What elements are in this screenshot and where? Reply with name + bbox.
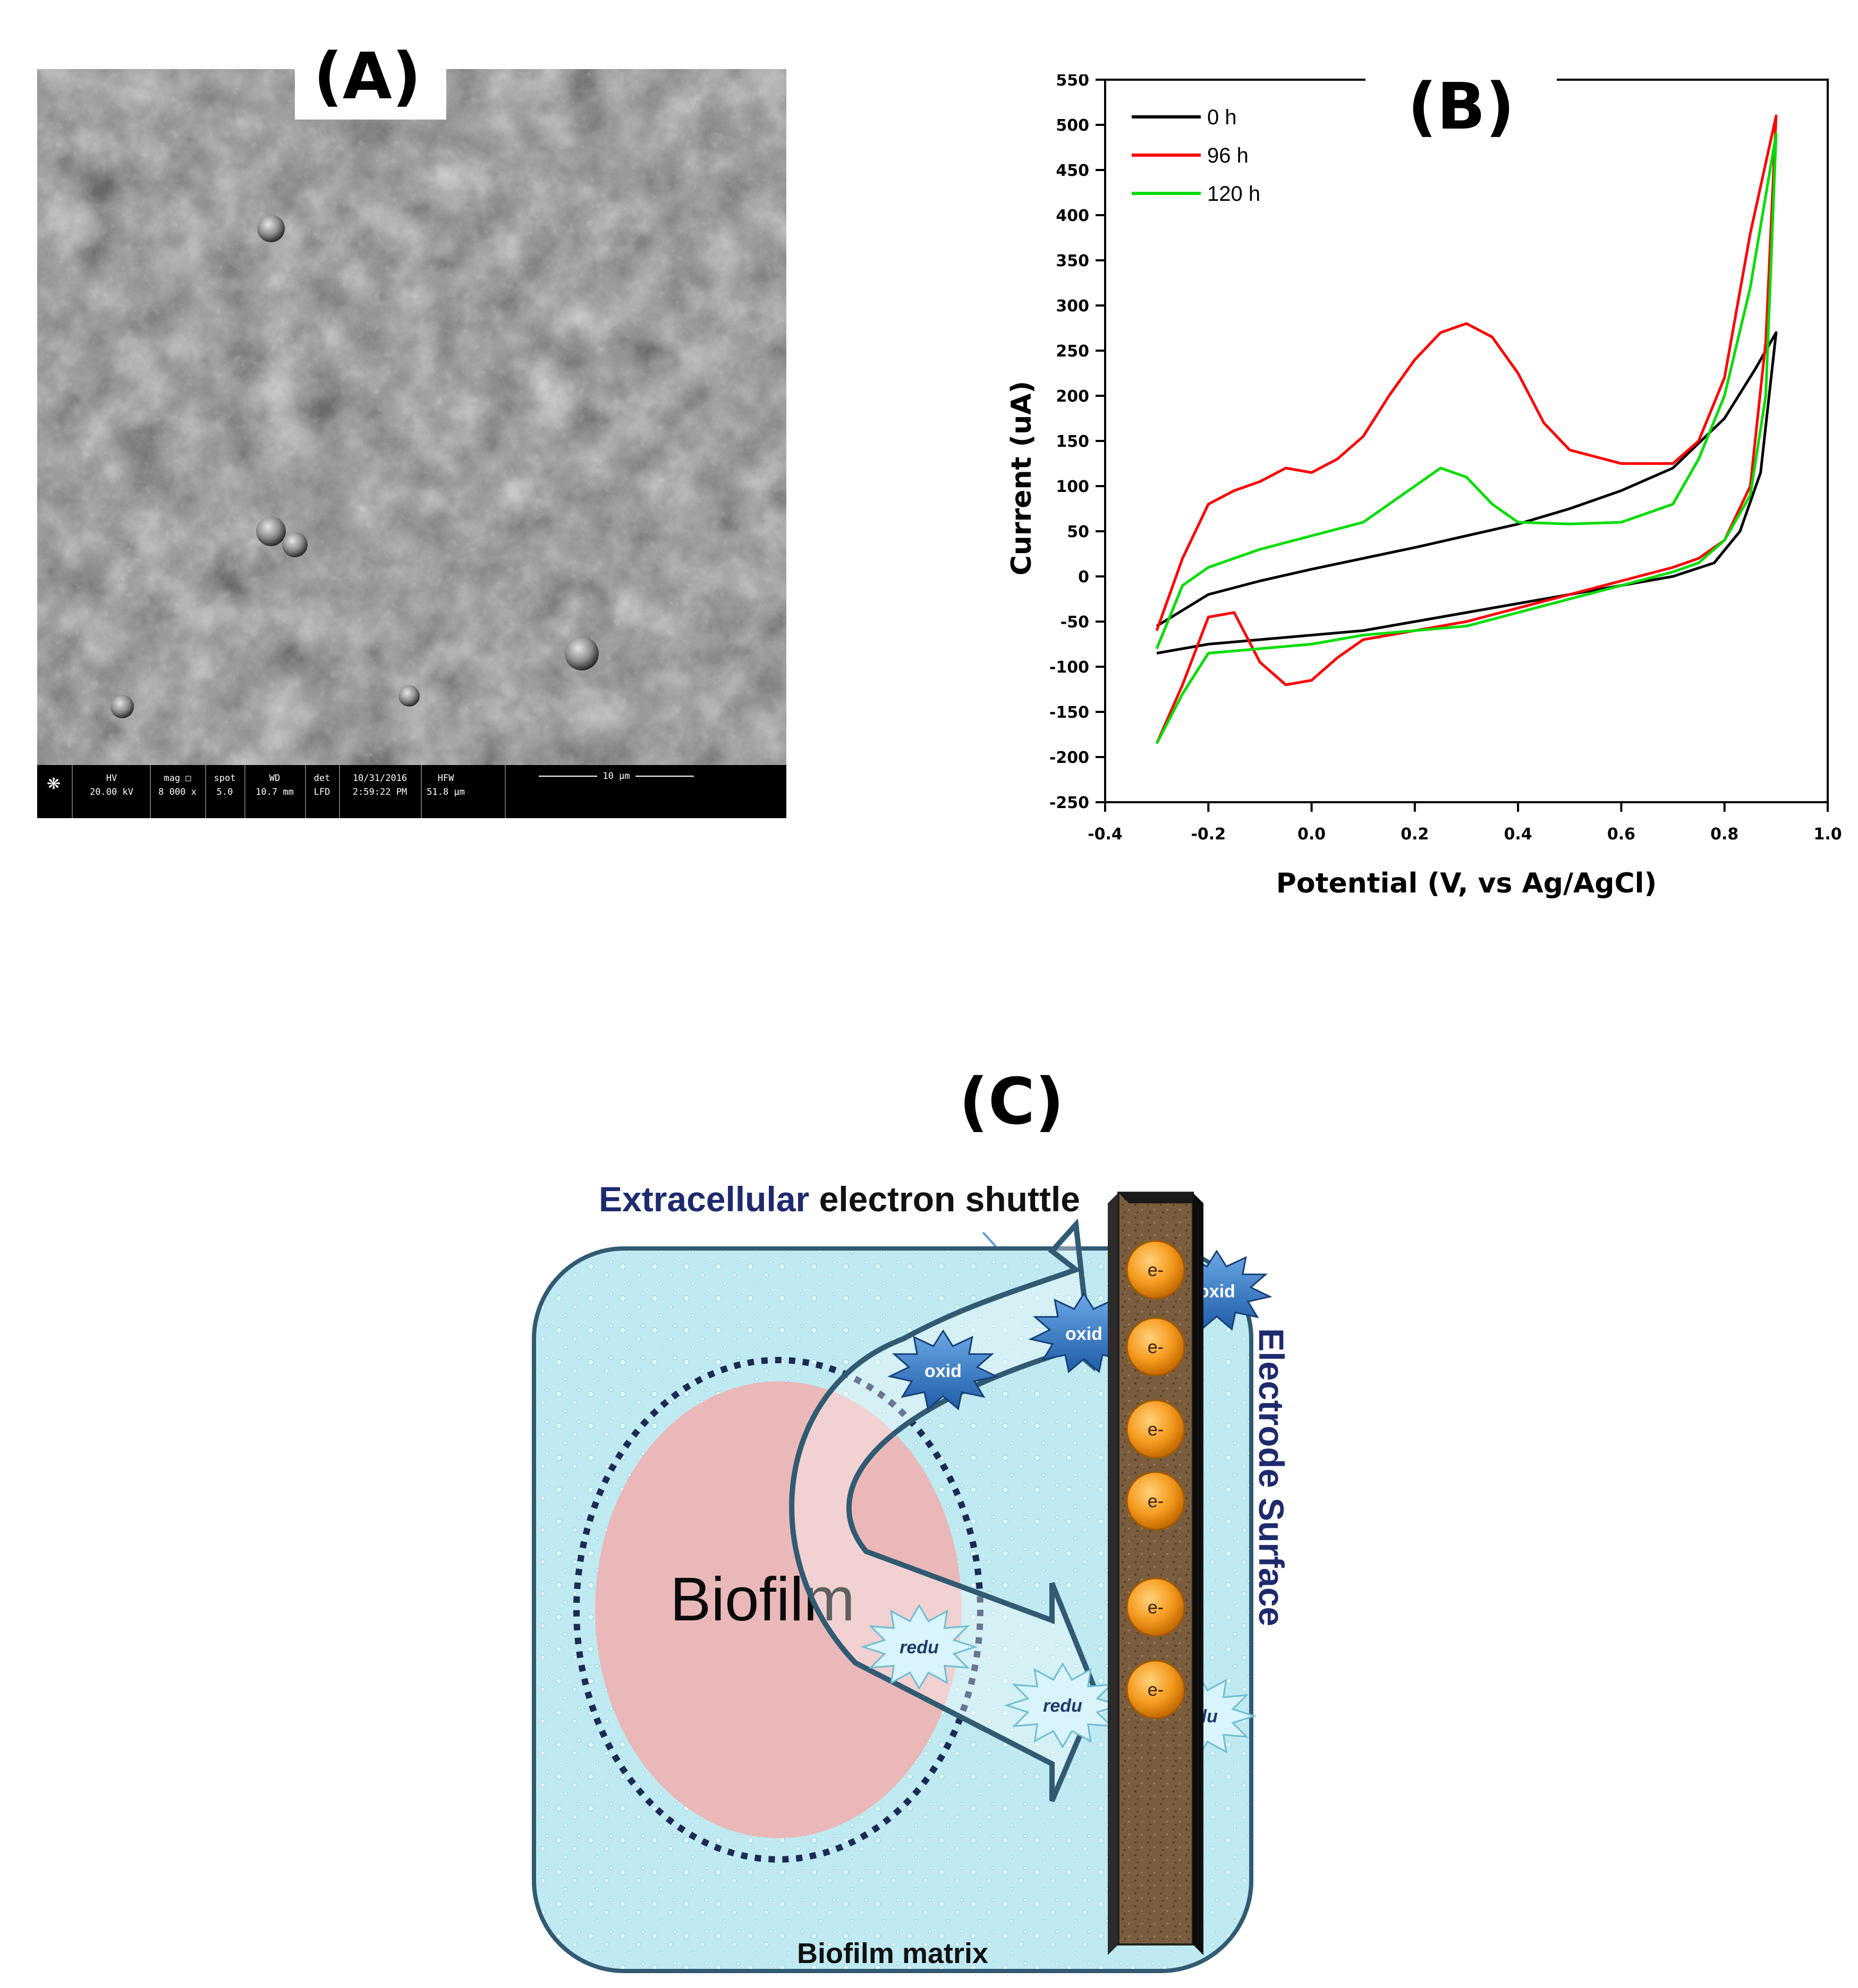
shuttle-diagram: Extracellular electron shuttle Biofilm o… [532,1179,1291,1973]
biofilm-cell [595,1381,962,1838]
x-tick-label: 0.8 [1710,825,1738,844]
sem-texture [37,69,786,818]
sem-hfw: HFW 51.8 μm [427,773,465,797]
oxid-label: oxid [1198,1281,1235,1302]
shuttle-title-highlight: Extracellular [599,1179,809,1219]
sem-particle [398,685,420,707]
legend-label: 0 h [1207,106,1237,129]
sem-info-bar: ❋ HV 20.00 kV mag □ 8 000 x spot 5.0 WD 10.7… [37,765,786,818]
redu-molecule [860,1604,978,1690]
electron-label: e- [1148,1680,1164,1700]
panel-a-label: (A) [313,40,421,114]
y-tick-label: 50 [1067,523,1089,541]
y-tick-label: 500 [1056,116,1089,135]
y-tick-label: 150 [1056,432,1089,451]
y-tick-label: -200 [1049,749,1089,767]
y-tick-label: 350 [1056,252,1089,270]
y-tick-label: 450 [1056,162,1089,180]
x-tick-label: 0.2 [1401,825,1429,844]
sem-particle [257,215,285,242]
x-tick-label: 1.0 [1813,825,1842,844]
electron-label: e- [1148,1491,1164,1511]
panel-b-label: (B) [1407,74,1514,144]
sem-mag: mag □ 8 000 x [158,773,197,797]
shuttle-title: Extracellular electron shuttle [599,1179,1080,1219]
x-tick-label: 0.0 [1297,825,1326,844]
electron-label: e- [1148,1337,1164,1357]
electron-label: e- [1148,1420,1164,1440]
y-tick-label: 550 [1056,74,1089,90]
redu-label: redu [1043,1696,1082,1716]
x-tick-label: -0.4 [1088,825,1123,844]
electron [1126,1577,1185,1637]
sem-hv: HV 20.00 kV [90,773,133,797]
legend-label: 96 h [1207,144,1249,167]
y-tick-label: -150 [1049,703,1089,722]
sem-particle [565,636,599,670]
electron-label: e- [1148,1598,1164,1618]
sem-datetime: 10/31/2016 2:59:22 PM [352,773,408,797]
panel-a-label-background [295,37,446,120]
y-tick-label: -50 [1060,613,1089,632]
y-axis-label: Current (uA) [1006,381,1038,576]
panel-b-label-background [1365,74,1557,143]
sem-spot: spot 5.0 [214,773,236,797]
electrode [1108,1192,1203,1955]
y-tick-label: 300 [1056,297,1089,316]
legend-label: 120 h [1207,182,1260,206]
y-tick-label: 200 [1056,387,1089,406]
cell-boundary [573,1357,983,1863]
shuttle-cycle-arrow [789,1218,1100,1802]
redu-label: redu [900,1637,939,1658]
electron [1126,1399,1185,1459]
electron [1126,1471,1185,1531]
sem-particle [256,516,286,546]
y-tick-label: 100 [1056,478,1089,496]
y-tick-label: 0 [1078,568,1089,587]
x-tick-label: 0.6 [1607,825,1635,844]
shuttle-title-rest: electron shuttle [809,1179,1080,1219]
y-tick-label: 250 [1056,342,1089,361]
sem-particle [111,695,134,718]
electron-label: e- [1148,1260,1164,1280]
series-line-120h [1155,132,1778,744]
x-tick-label: -0.2 [1191,825,1226,844]
oxid-label: oxid [924,1361,962,1381]
fei-logo-icon: ❋ [47,768,61,794]
series-line-0h [1156,331,1778,655]
sem-particle [282,532,308,557]
electron [1126,1317,1185,1377]
panel-c-label: (C) [959,1065,1064,1139]
y-tick-label: 400 [1056,207,1089,225]
electron [1126,1240,1185,1299]
sem-scale-bar: 10 μm [510,769,723,783]
oxid-molecule [887,1329,999,1411]
electrode-label: Electrode Surface [1252,1328,1291,1626]
cv-chart: -0.4 -0.2 0.0 0.2 0.4 0.6 0.8 1.055050045040035… [1006,74,1842,899]
x-axis-label: Potential (V, vs Ag/AgCl) [1276,868,1657,899]
electron [1126,1660,1185,1719]
matrix-label: Biofilm matrix [797,1938,988,1969]
x-tick-label: 0.4 [1504,825,1532,844]
sem-det: det LFD [313,773,330,797]
y-tick-label: -100 [1049,658,1089,677]
sem-micrograph [37,69,786,818]
series-line-96h [1155,114,1778,744]
sem-wd: WD 10.7 mm [256,773,294,797]
y-tick-label: -250 [1049,794,1089,812]
oxid-label: oxid [1065,1324,1102,1344]
